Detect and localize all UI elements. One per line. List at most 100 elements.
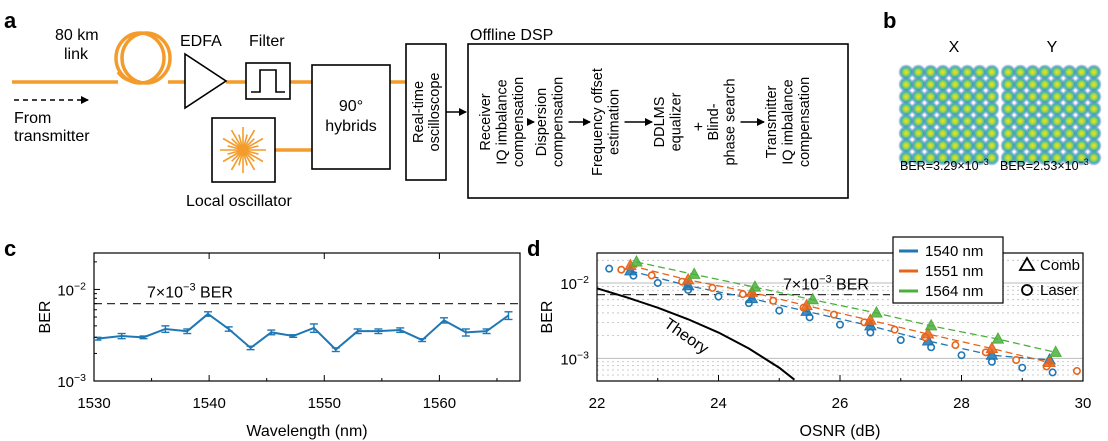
constellation-point [972, 113, 988, 129]
constellation-point [1074, 150, 1090, 166]
comb-point [870, 305, 883, 318]
constellation-point [1086, 113, 1102, 129]
laser-point [896, 336, 905, 345]
constellation-point [1049, 64, 1065, 80]
legend-comb-marker [1018, 256, 1036, 271]
chart-d-y-ticks: 10−2 10−3 [560, 274, 589, 368]
legend-label: 1540 nm [925, 243, 983, 260]
laser-point [714, 292, 723, 301]
laser-ray [242, 145, 259, 151]
chart-d-x-ticks: 22 24 26 28 30 [589, 375, 1092, 412]
comb-point [1043, 355, 1056, 368]
panel-c-chart: c 7×10−3 BER 1530 1540 1550 1560 10−2 10−3 W… [4, 236, 521, 440]
x-tick-label: 1560 [423, 395, 456, 412]
x-tick-label: 30 [1075, 395, 1092, 412]
constellation-point [1000, 89, 1016, 105]
laser-point [605, 264, 614, 273]
laser-point [647, 271, 656, 280]
constellation-point [1037, 138, 1053, 154]
constellation-point [1049, 138, 1065, 154]
constellation-point [1025, 64, 1041, 80]
constellation-point [1000, 138, 1016, 154]
constellation-point [1012, 64, 1028, 80]
dsp-step-text: DDLMS [652, 97, 668, 148]
constellation-point [1061, 89, 1077, 105]
constellation-point [1025, 150, 1041, 166]
constellation-point [898, 138, 914, 154]
constellation-point [1025, 76, 1041, 92]
comb-point [985, 341, 999, 354]
constellation-point [923, 64, 939, 80]
constellation-point [947, 89, 963, 105]
laser-ray [242, 129, 256, 151]
constellation-point [1000, 64, 1016, 80]
dsp-step-text: compensation [551, 77, 567, 167]
chart-c-ylabel: BER [37, 301, 54, 334]
constellation-point [947, 125, 963, 141]
constellation-point [898, 113, 914, 129]
comb-point [687, 267, 701, 279]
constellation-point [1012, 113, 1028, 129]
constellation-point [923, 138, 939, 154]
chart-c-xlabel: Wavelength (nm) [246, 423, 367, 440]
constellation-point [984, 64, 1000, 80]
constellation-point [1000, 76, 1016, 92]
comb-point [991, 332, 1005, 344]
comb-point [630, 254, 643, 267]
chart-c-frame [93, 252, 521, 382]
constellation-point [984, 89, 1000, 105]
laser-ray [242, 149, 264, 163]
constellation-point [1049, 89, 1065, 105]
dsp-title: Offline DSP [470, 27, 553, 44]
constellation-point [972, 125, 988, 141]
panel-b-constellations: b X Y BER=3.29×10−3 BER=2.53×10−3 [883, 8, 1102, 173]
constellation-point [984, 113, 1000, 129]
constellation-point [1049, 101, 1065, 117]
laser-ray [230, 129, 244, 151]
constellation-point [1074, 76, 1090, 92]
constellation-point [984, 76, 1000, 92]
local-oscillator-icon [211, 117, 276, 183]
constellation-point [910, 76, 926, 92]
constellation-y [1000, 64, 1102, 166]
constellation-point [972, 64, 988, 80]
constellation-point [910, 113, 926, 129]
y-tick-label: 10−2 [57, 280, 86, 299]
y-tick-label: 10−3 [57, 372, 86, 391]
laser-ray [242, 137, 264, 151]
panel-letter-b: b [883, 8, 896, 33]
laser-point [653, 278, 662, 287]
constellation-point [1074, 138, 1090, 154]
threshold-label: 7×10−3 BER [147, 282, 233, 302]
constellation-point [1074, 64, 1090, 80]
constellation-point [910, 150, 926, 166]
constellation-point [1025, 101, 1041, 117]
edfa-label: EDFA [180, 33, 222, 50]
edfa-amplifier-icon [184, 52, 228, 110]
dsp-step-text: equalizer [669, 92, 685, 151]
laser-point [775, 306, 784, 315]
constellation-point [1037, 101, 1053, 117]
link-label-1: 80 km [55, 27, 99, 44]
x-tick-label: 22 [589, 395, 606, 412]
fiber-main [12, 80, 406, 152]
laser-ray [230, 149, 244, 171]
dsp-step-text: phase search [723, 78, 739, 165]
constellation-point [1049, 76, 1065, 92]
constellation-point [910, 101, 926, 117]
threshold-label: 7×10−3 BER [783, 274, 869, 294]
dsp-step-text: Transmitter [764, 85, 780, 158]
constellation-point [959, 138, 975, 154]
constellation-point [1086, 138, 1102, 154]
chart-d-xlabel: OSNR (dB) [800, 423, 881, 440]
constellation-point [923, 101, 939, 117]
legend-label: 1551 nm [925, 263, 983, 280]
constellation-point [959, 101, 975, 117]
constellation-point [1086, 76, 1102, 92]
x-tick-label: 1540 [192, 395, 225, 412]
dsp-step-text: Receiver [478, 93, 494, 150]
constellation-point [935, 64, 951, 80]
constellation-point [1012, 101, 1028, 117]
constellation-point [1025, 113, 1041, 129]
